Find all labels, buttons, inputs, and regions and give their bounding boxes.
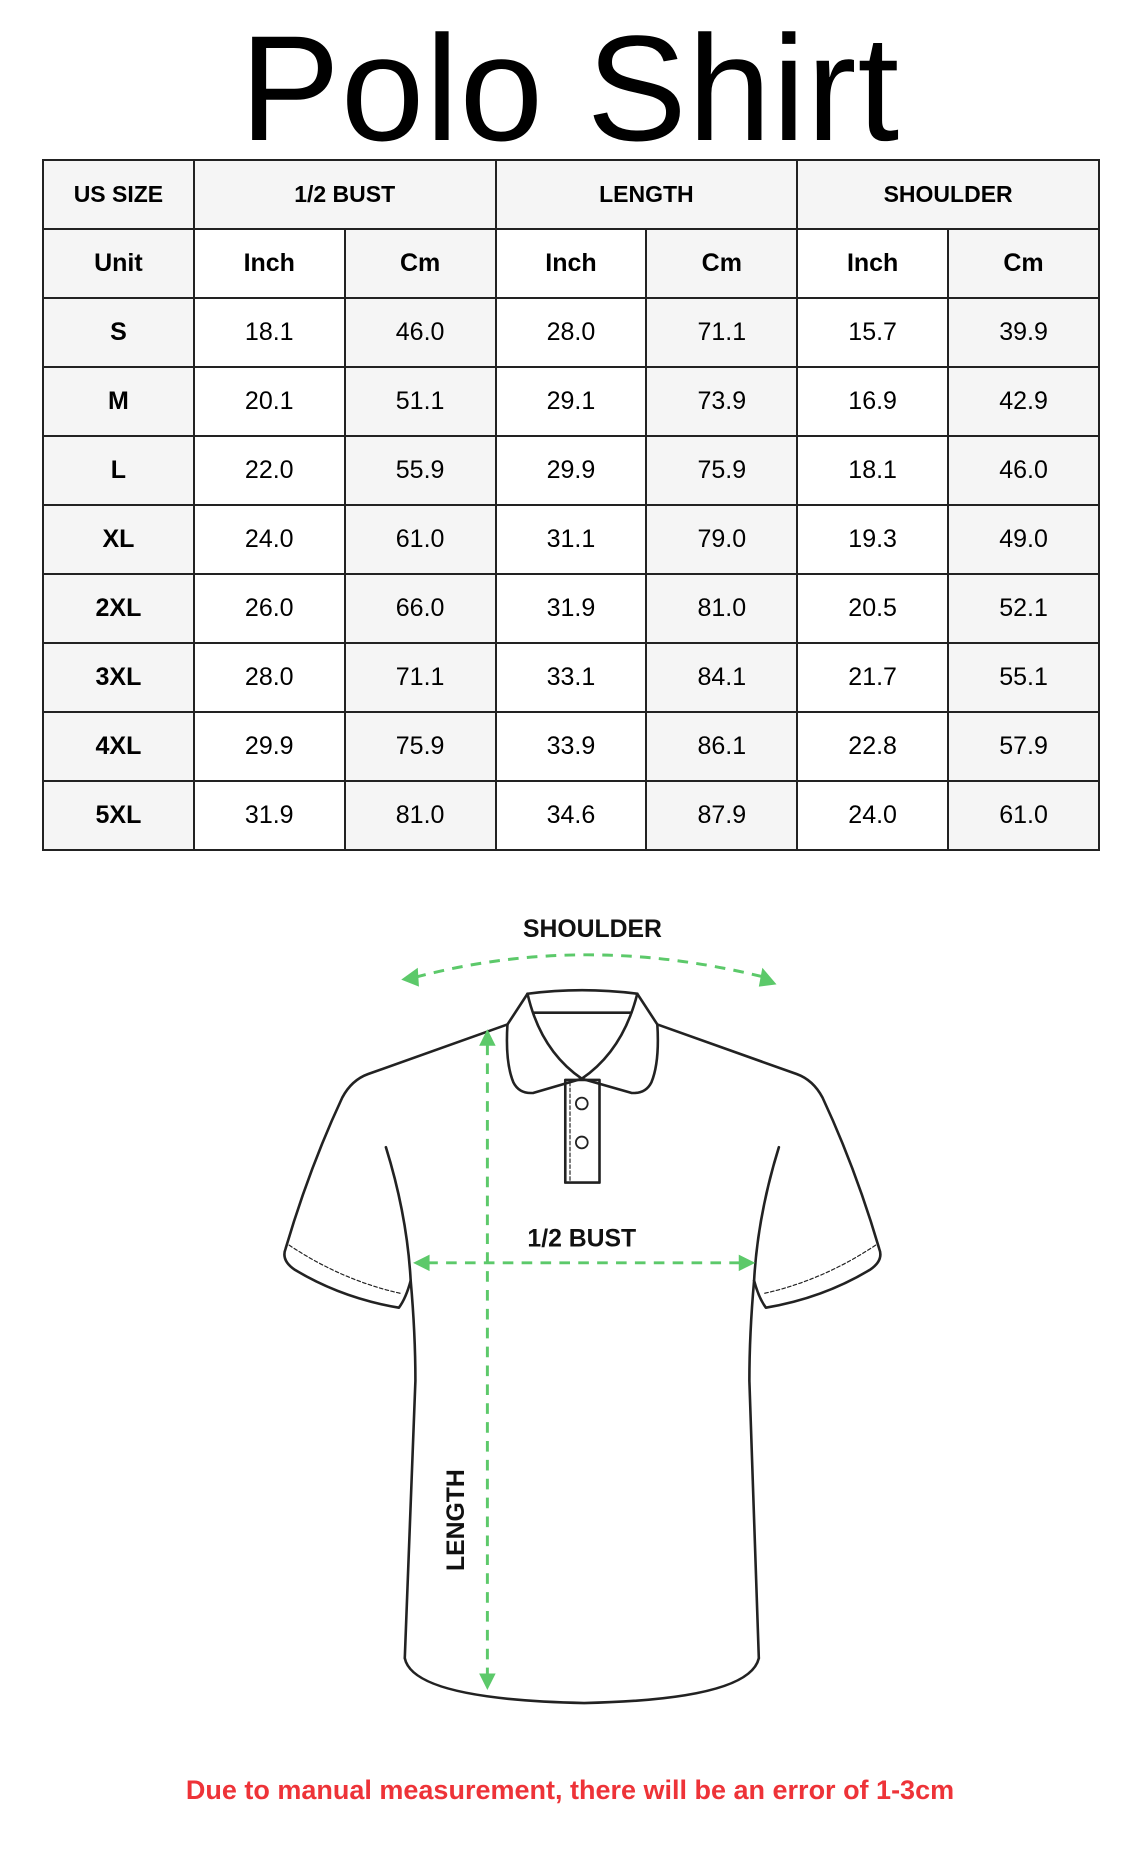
header-length: LENGTH	[494, 159, 799, 230]
value-cell: 22.0	[192, 435, 346, 506]
unit-cell: Cm	[343, 228, 497, 299]
value-cell: 19.3	[796, 504, 950, 575]
header-row: US SIZE 1/2 BUST LENGTH SHOULDER	[42, 159, 1100, 230]
value-cell: 71.1	[645, 297, 799, 368]
unit-cell: Inch	[192, 228, 346, 299]
arrow-down-icon	[479, 1673, 496, 1691]
value-cell: 16.9	[796, 366, 950, 437]
table-row: S 18.1 46.0 28.0 71.1 15.7 39.9	[42, 297, 1100, 368]
table-row: L 22.0 55.9 29.9 75.9 18.1 46.0	[42, 435, 1100, 506]
value-cell: 29.9	[494, 435, 648, 506]
value-cell: 15.7	[796, 297, 950, 368]
value-cell: 49.0	[947, 504, 1100, 575]
value-cell: 61.0	[343, 504, 497, 575]
value-cell: 51.1	[343, 366, 497, 437]
value-cell: 55.1	[947, 642, 1100, 713]
value-cell: 29.1	[494, 366, 648, 437]
table-row: XL 24.0 61.0 31.1 79.0 19.3 49.0	[42, 504, 1100, 575]
bust-label: 1/2 BUST	[527, 1225, 636, 1252]
value-cell: 71.1	[343, 642, 497, 713]
value-cell: 84.1	[645, 642, 799, 713]
size-cell: L	[42, 435, 195, 506]
table-row: 5XL 31.9 81.0 34.6 87.9 24.0 61.0	[42, 780, 1100, 851]
size-cell: M	[42, 366, 195, 437]
size-cell: 5XL	[42, 780, 195, 851]
page-title: Polo Shirt	[239, 4, 901, 172]
value-cell: 46.0	[947, 435, 1100, 506]
arrow-right-icon	[758, 967, 777, 987]
value-cell: 31.1	[494, 504, 648, 575]
value-cell: 20.1	[192, 366, 346, 437]
value-cell: 34.6	[494, 780, 648, 851]
size-cell: 2XL	[42, 573, 195, 644]
shoulder-arrow-line	[415, 953, 766, 979]
table-row: 2XL 26.0 66.0 31.9 81.0 20.5 52.1	[42, 573, 1100, 644]
value-cell: 75.9	[343, 711, 497, 782]
value-cell: 87.9	[645, 780, 799, 851]
value-cell: 66.0	[343, 573, 497, 644]
value-cell: 29.9	[192, 711, 346, 782]
value-cell: 81.0	[343, 780, 497, 851]
arrowheads	[401, 967, 777, 1691]
arrow-right-icon	[738, 1254, 756, 1272]
header-bust: 1/2 BUST	[192, 159, 497, 230]
value-cell: 75.9	[645, 435, 799, 506]
value-cell: 28.0	[192, 642, 346, 713]
value-cell: 42.9	[947, 366, 1100, 437]
arrow-left-icon	[401, 967, 419, 987]
unit-cell: Inch	[796, 228, 950, 299]
size-cell: S	[42, 297, 195, 368]
unit-cell: Cm	[645, 228, 799, 299]
size-chart-table: US SIZE 1/2 BUST LENGTH SHOULDER Unit In…	[42, 159, 1100, 851]
size-cell: 4XL	[42, 711, 195, 782]
table-row: 3XL 28.0 71.1 33.1 84.1 21.7 55.1	[42, 642, 1100, 713]
value-cell: 39.9	[947, 297, 1100, 368]
value-cell: 61.0	[947, 780, 1100, 851]
table-row: 4XL 29.9 75.9 33.9 86.1 22.8 57.9	[42, 711, 1100, 782]
value-cell: 22.8	[796, 711, 950, 782]
value-cell: 18.1	[192, 297, 346, 368]
value-cell: 33.1	[494, 642, 648, 713]
value-cell: 57.9	[947, 711, 1100, 782]
arrow-up-icon	[479, 1029, 496, 1046]
value-cell: 21.7	[796, 642, 950, 713]
measurement-note: Due to manual measurement, there will be…	[185, 1775, 955, 1805]
value-cell: 81.0	[645, 573, 799, 644]
table-row: M 20.1 51.1 29.1 73.9 16.9 42.9	[42, 366, 1100, 437]
value-cell: 18.1	[796, 435, 950, 506]
value-cell: 31.9	[192, 780, 346, 851]
value-cell: 20.5	[796, 573, 950, 644]
value-cell: 24.0	[796, 780, 950, 851]
measure-lines	[415, 953, 766, 1676]
header-shoulder: SHOULDER	[796, 159, 1100, 230]
value-cell: 31.9	[494, 573, 648, 644]
value-cell: 52.1	[947, 573, 1100, 644]
unit-cell: Inch	[494, 228, 648, 299]
value-cell: 24.0	[192, 504, 346, 575]
value-cell: 79.0	[645, 504, 799, 575]
value-cell: 46.0	[343, 297, 497, 368]
size-cell: XL	[42, 504, 195, 575]
value-cell: 86.1	[645, 711, 799, 782]
units-row: Unit Inch Cm Inch Cm Inch Cm	[42, 228, 1100, 299]
value-cell: 73.9	[645, 366, 799, 437]
shoulder-label: SHOULDER	[523, 916, 662, 943]
arrow-left-icon	[413, 1254, 430, 1272]
length-label: LENGTH	[443, 1469, 470, 1571]
shirt-outline	[283, 988, 882, 1705]
value-cell: 55.9	[343, 435, 497, 506]
value-cell: 33.9	[494, 711, 648, 782]
value-cell: 26.0	[192, 573, 346, 644]
value-cell: 28.0	[494, 297, 648, 368]
unit-cell: Cm	[947, 228, 1100, 299]
header-us-size: US SIZE	[42, 159, 195, 230]
size-cell: 3XL	[42, 642, 195, 713]
unit-label: Unit	[42, 228, 195, 299]
